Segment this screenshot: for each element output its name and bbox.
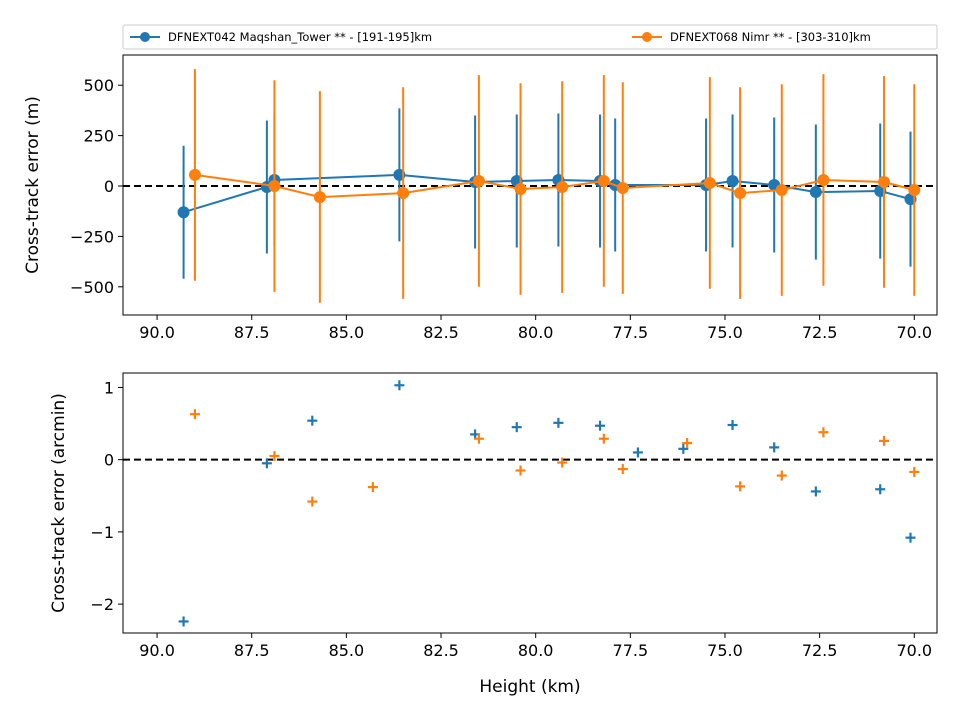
data-point [726,174,739,187]
data-point [877,175,890,188]
data-point [556,181,569,194]
x-tick-label: 70.0 [896,323,932,342]
x-tick-label: 87.5 [234,323,270,342]
bottom-y-axis-label: Cross-track error (arcmin) [49,393,69,613]
plus-marker [878,435,889,446]
plus-marker [875,484,886,495]
data-point [313,191,326,204]
legend-frame [122,24,938,50]
legend-label-2: DFNEXT068 Nimr ** - [303-310]km [670,30,871,44]
top-axes-frame [122,54,938,316]
bottom-panel: 90.0 87.5 85.0 82.5 80.0 77.5 75.0 72.5 70.0 1 0 −… [49,372,938,697]
data-point [908,184,921,197]
plus-marker [307,415,318,426]
plus-marker [189,409,200,420]
y-tick-label: 500 [83,76,114,95]
plus-marker [511,422,522,433]
data-point [775,184,788,197]
x-tick-label: 87.5 [234,641,270,660]
data-point [397,187,410,200]
data-point [268,180,281,193]
legend-entry-1: DFNEXT042 Maqshan_Tower ** - [191-195]km [130,30,432,44]
plus-marker [682,438,693,449]
plus-marker [515,465,526,476]
x-tick-label: 72.5 [802,323,838,342]
plus-marker [595,420,606,431]
plus-marker [769,442,780,453]
plus-marker [598,433,609,444]
legend-label-1: DFNEXT042 Maqshan_Tower ** - [191-195]km [168,30,432,44]
plus-marker [557,457,568,468]
data-point [734,187,747,200]
plus-marker [818,427,829,438]
top-x-axis: 90.0 87.5 85.0 82.5 80.0 77.5 75.0 72.5 70.0 [139,315,932,342]
plus-marker [678,443,689,454]
plus-marker [617,464,628,475]
data-point [188,168,201,181]
plus-marker [269,451,280,462]
x-tick-label: 85.0 [329,641,365,660]
data-point [817,173,830,186]
plus-marker [632,447,643,458]
y-tick-label: 250 [83,127,114,146]
y-tick-label: −500 [70,278,114,297]
legend-entry-2: DFNEXT068 Nimr ** - [303-310]km [632,30,871,44]
legend-marker-2 [642,32,652,42]
plus-marker [367,482,378,493]
plus-marker [394,380,405,391]
plus-marker [735,481,746,492]
plot-content [123,69,937,303]
x-tick-label: 82.5 [423,323,459,342]
x-tick-label: 85.0 [329,323,365,342]
top-plot-area [123,69,937,303]
x-tick-label: 77.5 [613,323,649,342]
bottom-plot-area [123,380,937,627]
plus-marker [261,458,272,469]
data-point [514,183,527,196]
data-point [177,206,190,219]
plus-marker [905,532,916,543]
legend-marker-1 [140,32,150,42]
x-tick-label: 80.0 [518,641,554,660]
plus-marker [553,417,564,428]
plus-marker [776,470,787,481]
top-panel: 90.0 87.5 85.0 82.5 80.0 77.5 75.0 72.5 70.0 500… [23,54,938,342]
top-y-axis: 500 250 0 −250 −500 [70,76,123,297]
y-tick-label: −2 [90,595,114,614]
data-point [616,182,629,195]
y-tick-label: 0 [104,177,114,196]
plus-marker [307,496,318,507]
bottom-x-axis: 90.0 87.5 85.0 82.5 80.0 77.5 75.0 72.5 70.0 [139,633,932,660]
legend: DFNEXT042 Maqshan_Tower ** - [191-195]km… [122,24,938,50]
plus-marker [473,433,484,444]
plus-marker [810,486,821,497]
x-tick-label: 70.0 [896,641,932,660]
data-point [703,176,716,189]
y-tick-label: 1 [104,378,114,397]
bottom-x-axis-label: Height (km) [479,677,580,697]
plus-marker [727,420,738,430]
x-tick-label: 80.0 [518,323,554,342]
x-tick-label: 90.0 [139,641,175,660]
x-tick-label: 90.0 [139,323,175,342]
data-point [597,174,610,187]
x-tick-label: 82.5 [423,641,459,660]
x-tick-label: 77.5 [613,641,649,660]
y-tick-label: −1 [90,523,114,542]
plot-content [123,380,937,627]
bottom-axes-frame [122,372,938,634]
y-tick-label: −250 [70,227,114,246]
x-tick-label: 75.0 [707,641,743,660]
x-tick-label: 72.5 [802,641,838,660]
x-tick-label: 75.0 [707,323,743,342]
data-point [809,186,822,199]
plus-marker [178,616,189,627]
plus-marker [909,466,920,477]
bottom-y-axis: 1 0 −1 −2 [90,378,123,614]
top-y-axis-label: Cross-track error (m) [23,96,43,274]
y-tick-label: 0 [104,451,114,470]
data-point [472,174,485,187]
